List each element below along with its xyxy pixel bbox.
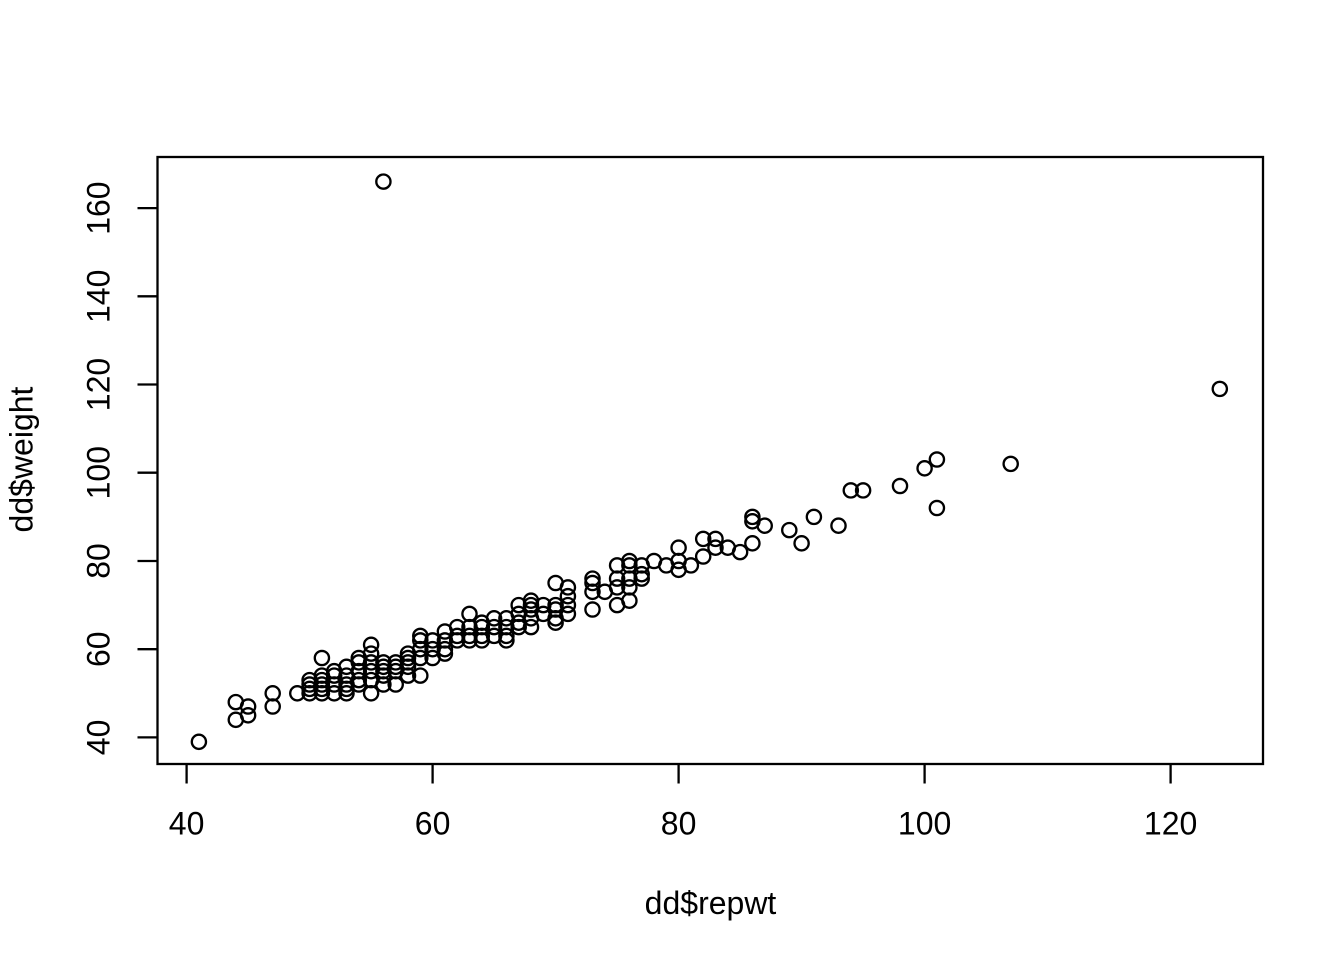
svg-text:120: 120 bbox=[1144, 806, 1197, 842]
svg-text:40: 40 bbox=[81, 720, 117, 756]
svg-text:100: 100 bbox=[898, 806, 951, 842]
svg-text:160: 160 bbox=[81, 181, 117, 234]
svg-text:140: 140 bbox=[81, 270, 117, 323]
svg-text:80: 80 bbox=[81, 543, 117, 579]
svg-text:120: 120 bbox=[81, 358, 117, 411]
svg-text:60: 60 bbox=[81, 631, 117, 667]
svg-text:dd$repwt: dd$repwt bbox=[645, 885, 777, 921]
svg-text:80: 80 bbox=[661, 806, 697, 842]
svg-text:100: 100 bbox=[81, 446, 117, 499]
svg-text:60: 60 bbox=[415, 806, 451, 842]
svg-text:40: 40 bbox=[169, 806, 205, 842]
svg-text:dd$weight: dd$weight bbox=[4, 386, 40, 532]
